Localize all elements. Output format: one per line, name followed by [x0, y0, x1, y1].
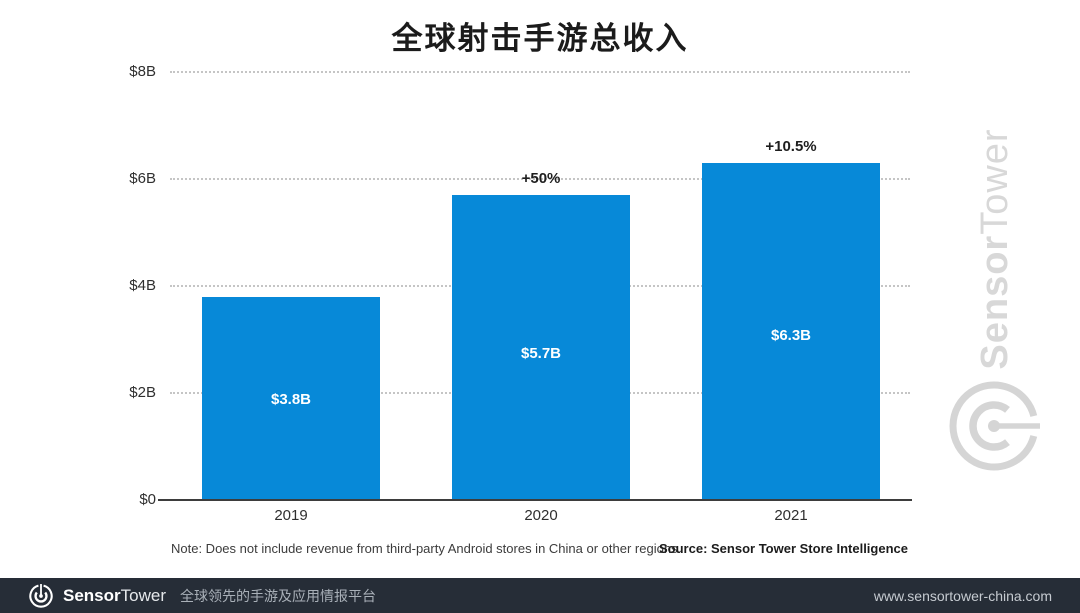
bar-2020: $5.7B +50%: [452, 170, 630, 500]
sensor-tower-logo-icon: [29, 583, 53, 608]
growth-label: +50%: [521, 170, 561, 187]
bar-rect: [702, 163, 880, 500]
footer-brand: SensorTower: [63, 586, 166, 606]
y-axis-tick-label: $4B: [129, 277, 156, 294]
y-axis-tick-label: $6B: [129, 170, 156, 187]
y-axis-tick-label: $8B: [129, 63, 156, 80]
footnote: Note: Does not include revenue from thir…: [171, 541, 682, 556]
footer-brand-light: Tower: [120, 585, 166, 605]
x-axis-tick-label: 2019: [274, 507, 308, 524]
bar-rect: [202, 297, 380, 500]
bar-2019: $3.8B: [202, 297, 380, 500]
gridline-$6B: [170, 178, 910, 180]
x-axis-tick-label: 2021: [774, 507, 808, 524]
footer-bar: SensorTower 全球领先的手游及应用情报平台 www.sensortow…: [0, 578, 1080, 613]
bar-value-label: $5.7B: [520, 345, 562, 362]
watermark-brand-bold: Sensor: [973, 234, 1016, 370]
x-axis-tick-label: 2020: [524, 507, 558, 524]
gridline-$8B: [170, 71, 910, 73]
bar-value-label: $6.3B: [770, 327, 812, 344]
x-axis-line: [158, 499, 912, 501]
watermark-brand: Sensor Tower: [973, 109, 1016, 389]
sensor-tower-radar-logo-watermark: [949, 381, 1040, 471]
source-credit: Source: Sensor Tower Store Intelligence: [659, 541, 908, 556]
chart-title: 全球射击手游总收入: [391, 21, 689, 56]
bar-rect: [452, 195, 630, 500]
footer-brand-bold: Sensor: [63, 585, 121, 605]
footer-tagline: 全球领先的手游及应用情报平台: [180, 587, 376, 604]
watermark-brand-light: Tower: [973, 128, 1016, 235]
footer-url: www.sensortower-china.com: [873, 587, 1052, 604]
y-axis-tick-label: $2B: [129, 384, 156, 401]
growth-label: +10.5%: [765, 138, 817, 155]
y-axis-tick-label: $0: [139, 491, 156, 508]
bar-value-label: $3.8B: [270, 391, 312, 408]
bar-2021: $6.3B +10.5%: [702, 138, 880, 500]
